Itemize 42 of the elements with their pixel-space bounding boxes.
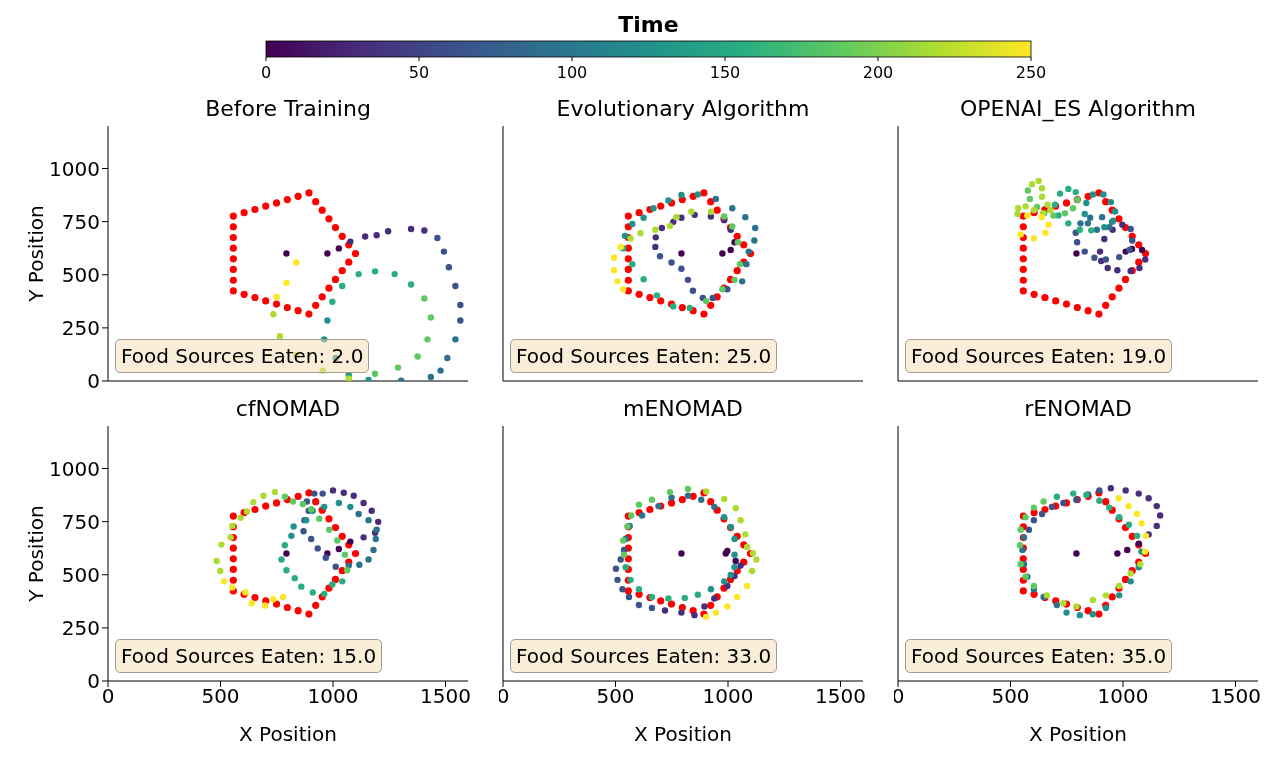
y-tick-label: 0 (87, 369, 100, 394)
annotation: Food Sources Eaten: 19.0 (905, 339, 1173, 373)
chart-title: cfNOMAD (234, 396, 342, 422)
y-tick-label: 750 (61, 209, 100, 234)
chart-title: mENOMAD (621, 396, 745, 422)
x-tick-label: 500 (991, 684, 1030, 709)
y-tick-label: 250 (61, 615, 100, 640)
color-bar-label: 100 (556, 63, 588, 82)
y-tick-label: 500 (61, 562, 100, 587)
chart-title: rENOMAD (1023, 396, 1133, 422)
color-bar-label: 250 (1015, 63, 1047, 82)
x-axis-title: X Position (1029, 722, 1127, 746)
color-bar-label: 50 (408, 63, 430, 82)
y-tick-label: 750 (61, 509, 100, 534)
y-axis-title: Y Position (24, 505, 49, 603)
y-tick-label: 500 (61, 262, 100, 287)
x-tick-label: 1500 (420, 684, 471, 709)
y-tick-label: 250 (61, 315, 100, 340)
x-tick-label: 1500 (1210, 684, 1261, 709)
color-bar-label: 150 (709, 63, 741, 82)
x-axis-title: X Position (239, 722, 337, 746)
annotation: Food Sources Eaten: 15.0 (115, 639, 383, 673)
x-tick-label: 1000 (1097, 684, 1149, 709)
annotation: Food Sources Eaten: 2.0 (115, 339, 370, 373)
x-tick-label: 500 (201, 684, 240, 709)
chart-title: OPENAI_ES Algorithm (958, 96, 1198, 122)
x-tick-label: 1500 (815, 684, 866, 709)
y-tick-label: 1000 (49, 456, 100, 481)
color-bar-label: 0 (260, 63, 272, 82)
annotation: Food Sources Eaten: 35.0 (905, 639, 1173, 673)
color-bar-label: 200 (862, 63, 894, 82)
x-axis-title: X Position (634, 722, 732, 746)
y-tick-label: 1000 (49, 156, 100, 181)
chart-title: Before Training (204, 96, 372, 122)
x-tick-label: 1000 (307, 684, 359, 709)
annotation: Food Sources Eaten: 25.0 (510, 339, 778, 373)
x-tick-label: 1000 (702, 684, 754, 709)
annotation: Food Sources Eaten: 33.0 (510, 639, 778, 673)
chart-title: Evolutionary Algorithm (555, 96, 811, 122)
y-axis-title: Y Position (24, 205, 49, 303)
x-tick-label: 500 (596, 684, 635, 709)
color-bar-title: Time (618, 12, 679, 37)
